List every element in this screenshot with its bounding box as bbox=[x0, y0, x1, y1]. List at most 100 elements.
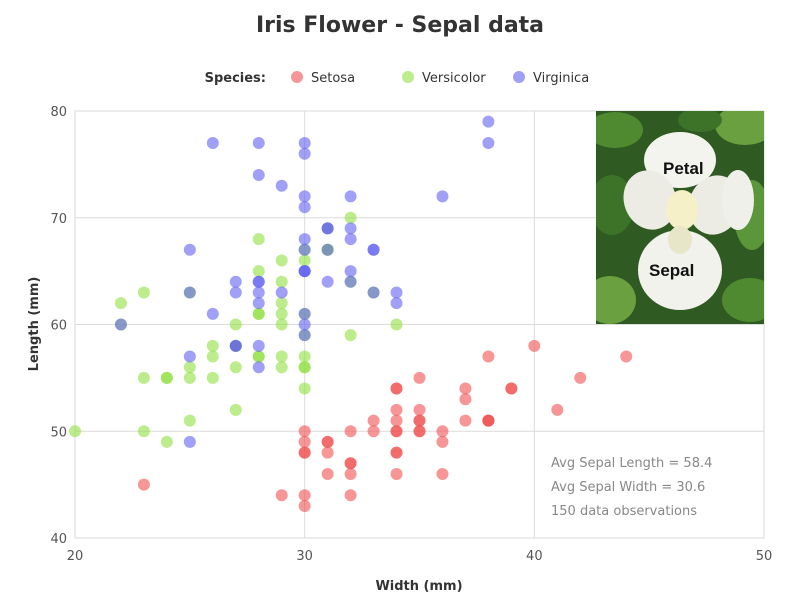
data-point-virginica bbox=[367, 286, 380, 299]
x-tick-label: 20 bbox=[67, 549, 84, 564]
data-point-setosa bbox=[390, 414, 403, 427]
data-point-versicolor bbox=[390, 318, 403, 331]
data-point-versicolor bbox=[206, 339, 219, 352]
data-point-setosa bbox=[482, 350, 495, 363]
data-point-virginica bbox=[344, 265, 357, 278]
data-point-virginica bbox=[390, 286, 403, 299]
data-point-versicolor bbox=[137, 371, 150, 384]
data-point-setosa bbox=[620, 350, 633, 363]
data-point-versicolor bbox=[183, 371, 196, 384]
petal-label: Petal bbox=[663, 159, 704, 178]
data-point-versicolor bbox=[275, 361, 288, 374]
data-point-virginica bbox=[436, 190, 449, 203]
data-point-virginica bbox=[367, 243, 380, 256]
data-point-virginica bbox=[298, 201, 311, 214]
data-point-versicolor bbox=[252, 307, 265, 320]
data-point-versicolor bbox=[229, 361, 242, 374]
legend-marker-setosa bbox=[291, 71, 303, 83]
data-point-virginica bbox=[344, 275, 357, 288]
data-point-virginica bbox=[298, 233, 311, 246]
data-point-setosa bbox=[344, 425, 357, 438]
data-point-versicolor bbox=[206, 350, 219, 363]
plot-area-frame bbox=[74, 110, 765, 539]
data-point-setosa bbox=[413, 425, 426, 438]
data-point-versicolor bbox=[69, 425, 81, 438]
data-point-virginica bbox=[114, 318, 127, 331]
data-point-virginica bbox=[275, 179, 288, 192]
data-point-setosa bbox=[298, 425, 311, 438]
data-point-setosa bbox=[436, 425, 449, 438]
series-setosa bbox=[137, 339, 633, 512]
data-point-setosa bbox=[459, 393, 472, 406]
legend-marker-versicolor bbox=[402, 71, 414, 83]
data-point-virginica bbox=[298, 243, 311, 256]
data-point-virginica bbox=[298, 265, 311, 278]
iris-flower-photo: Petal Sepal bbox=[596, 111, 764, 324]
data-point-virginica bbox=[229, 286, 242, 299]
data-point-setosa bbox=[298, 435, 311, 448]
y-tick-label: 80 bbox=[50, 105, 67, 120]
data-point-virginica bbox=[344, 190, 357, 203]
data-point-versicolor bbox=[275, 307, 288, 320]
data-point-virginica bbox=[229, 275, 242, 288]
data-point-versicolor bbox=[160, 435, 173, 448]
data-point-virginica bbox=[298, 190, 311, 203]
series-virginica bbox=[114, 115, 495, 448]
data-point-versicolor bbox=[229, 403, 242, 416]
y-axis: 40 50 60 70 80 bbox=[50, 105, 67, 547]
data-point-setosa bbox=[459, 414, 472, 427]
data-point-virginica bbox=[298, 318, 311, 331]
data-point-virginica bbox=[206, 307, 219, 320]
x-axis-title: Width (mm) bbox=[375, 579, 462, 594]
legend-marker-virginica bbox=[513, 71, 525, 83]
data-point-versicolor bbox=[206, 371, 219, 384]
data-point-setosa bbox=[298, 446, 311, 459]
data-point-setosa bbox=[367, 425, 380, 438]
data-point-setosa bbox=[390, 382, 403, 395]
sepal-label: Sepal bbox=[649, 261, 694, 280]
data-point-virginica bbox=[252, 361, 265, 374]
data-point-versicolor bbox=[298, 361, 311, 374]
data-point-setosa bbox=[344, 489, 357, 502]
data-point-virginica bbox=[275, 286, 288, 299]
legend-item-versicolor: Versicolor bbox=[402, 71, 486, 86]
legend-item-virginica: Virginica bbox=[513, 71, 589, 86]
data-point-setosa bbox=[321, 467, 334, 480]
y-tick-label: 70 bbox=[50, 212, 67, 227]
data-point-setosa bbox=[137, 478, 150, 491]
data-point-virginica bbox=[183, 350, 196, 363]
summary-notes: Avg Sepal Length = 58.4 Avg Sepal Width … bbox=[551, 456, 712, 519]
data-point-setosa bbox=[528, 339, 541, 352]
data-point-setosa bbox=[436, 467, 449, 480]
data-point-setosa bbox=[574, 371, 587, 384]
data-point-setosa bbox=[482, 414, 495, 427]
data-point-setosa bbox=[321, 446, 334, 459]
y-tick-label: 60 bbox=[50, 319, 67, 334]
x-tick-label: 40 bbox=[526, 549, 543, 564]
data-point-versicolor bbox=[344, 211, 357, 224]
data-point-virginica bbox=[321, 275, 334, 288]
observation-count-note: 150 data observations bbox=[551, 504, 697, 519]
data-point-virginica bbox=[344, 233, 357, 246]
data-point-virginica bbox=[298, 307, 311, 320]
data-point-versicolor bbox=[183, 414, 196, 427]
legend-label-versicolor: Versicolor bbox=[422, 71, 486, 86]
data-point-setosa bbox=[390, 446, 403, 459]
data-point-virginica bbox=[183, 286, 196, 299]
data-point-setosa bbox=[367, 414, 380, 427]
data-point-versicolor bbox=[252, 350, 265, 363]
data-point-virginica bbox=[252, 297, 265, 310]
data-point-versicolor bbox=[252, 265, 265, 278]
legend-item-setosa: Setosa bbox=[291, 71, 355, 86]
data-point-virginica bbox=[252, 275, 265, 288]
data-point-virginica bbox=[252, 169, 265, 182]
data-point-setosa bbox=[505, 382, 518, 395]
data-point-versicolor bbox=[137, 425, 150, 438]
chart-title: Iris Flower - Sepal data bbox=[256, 13, 544, 38]
data-point-virginica bbox=[206, 137, 219, 150]
data-point-setosa bbox=[298, 499, 311, 512]
data-point-setosa bbox=[459, 382, 472, 395]
data-point-virginica bbox=[252, 286, 265, 299]
data-point-virginica bbox=[298, 147, 311, 160]
